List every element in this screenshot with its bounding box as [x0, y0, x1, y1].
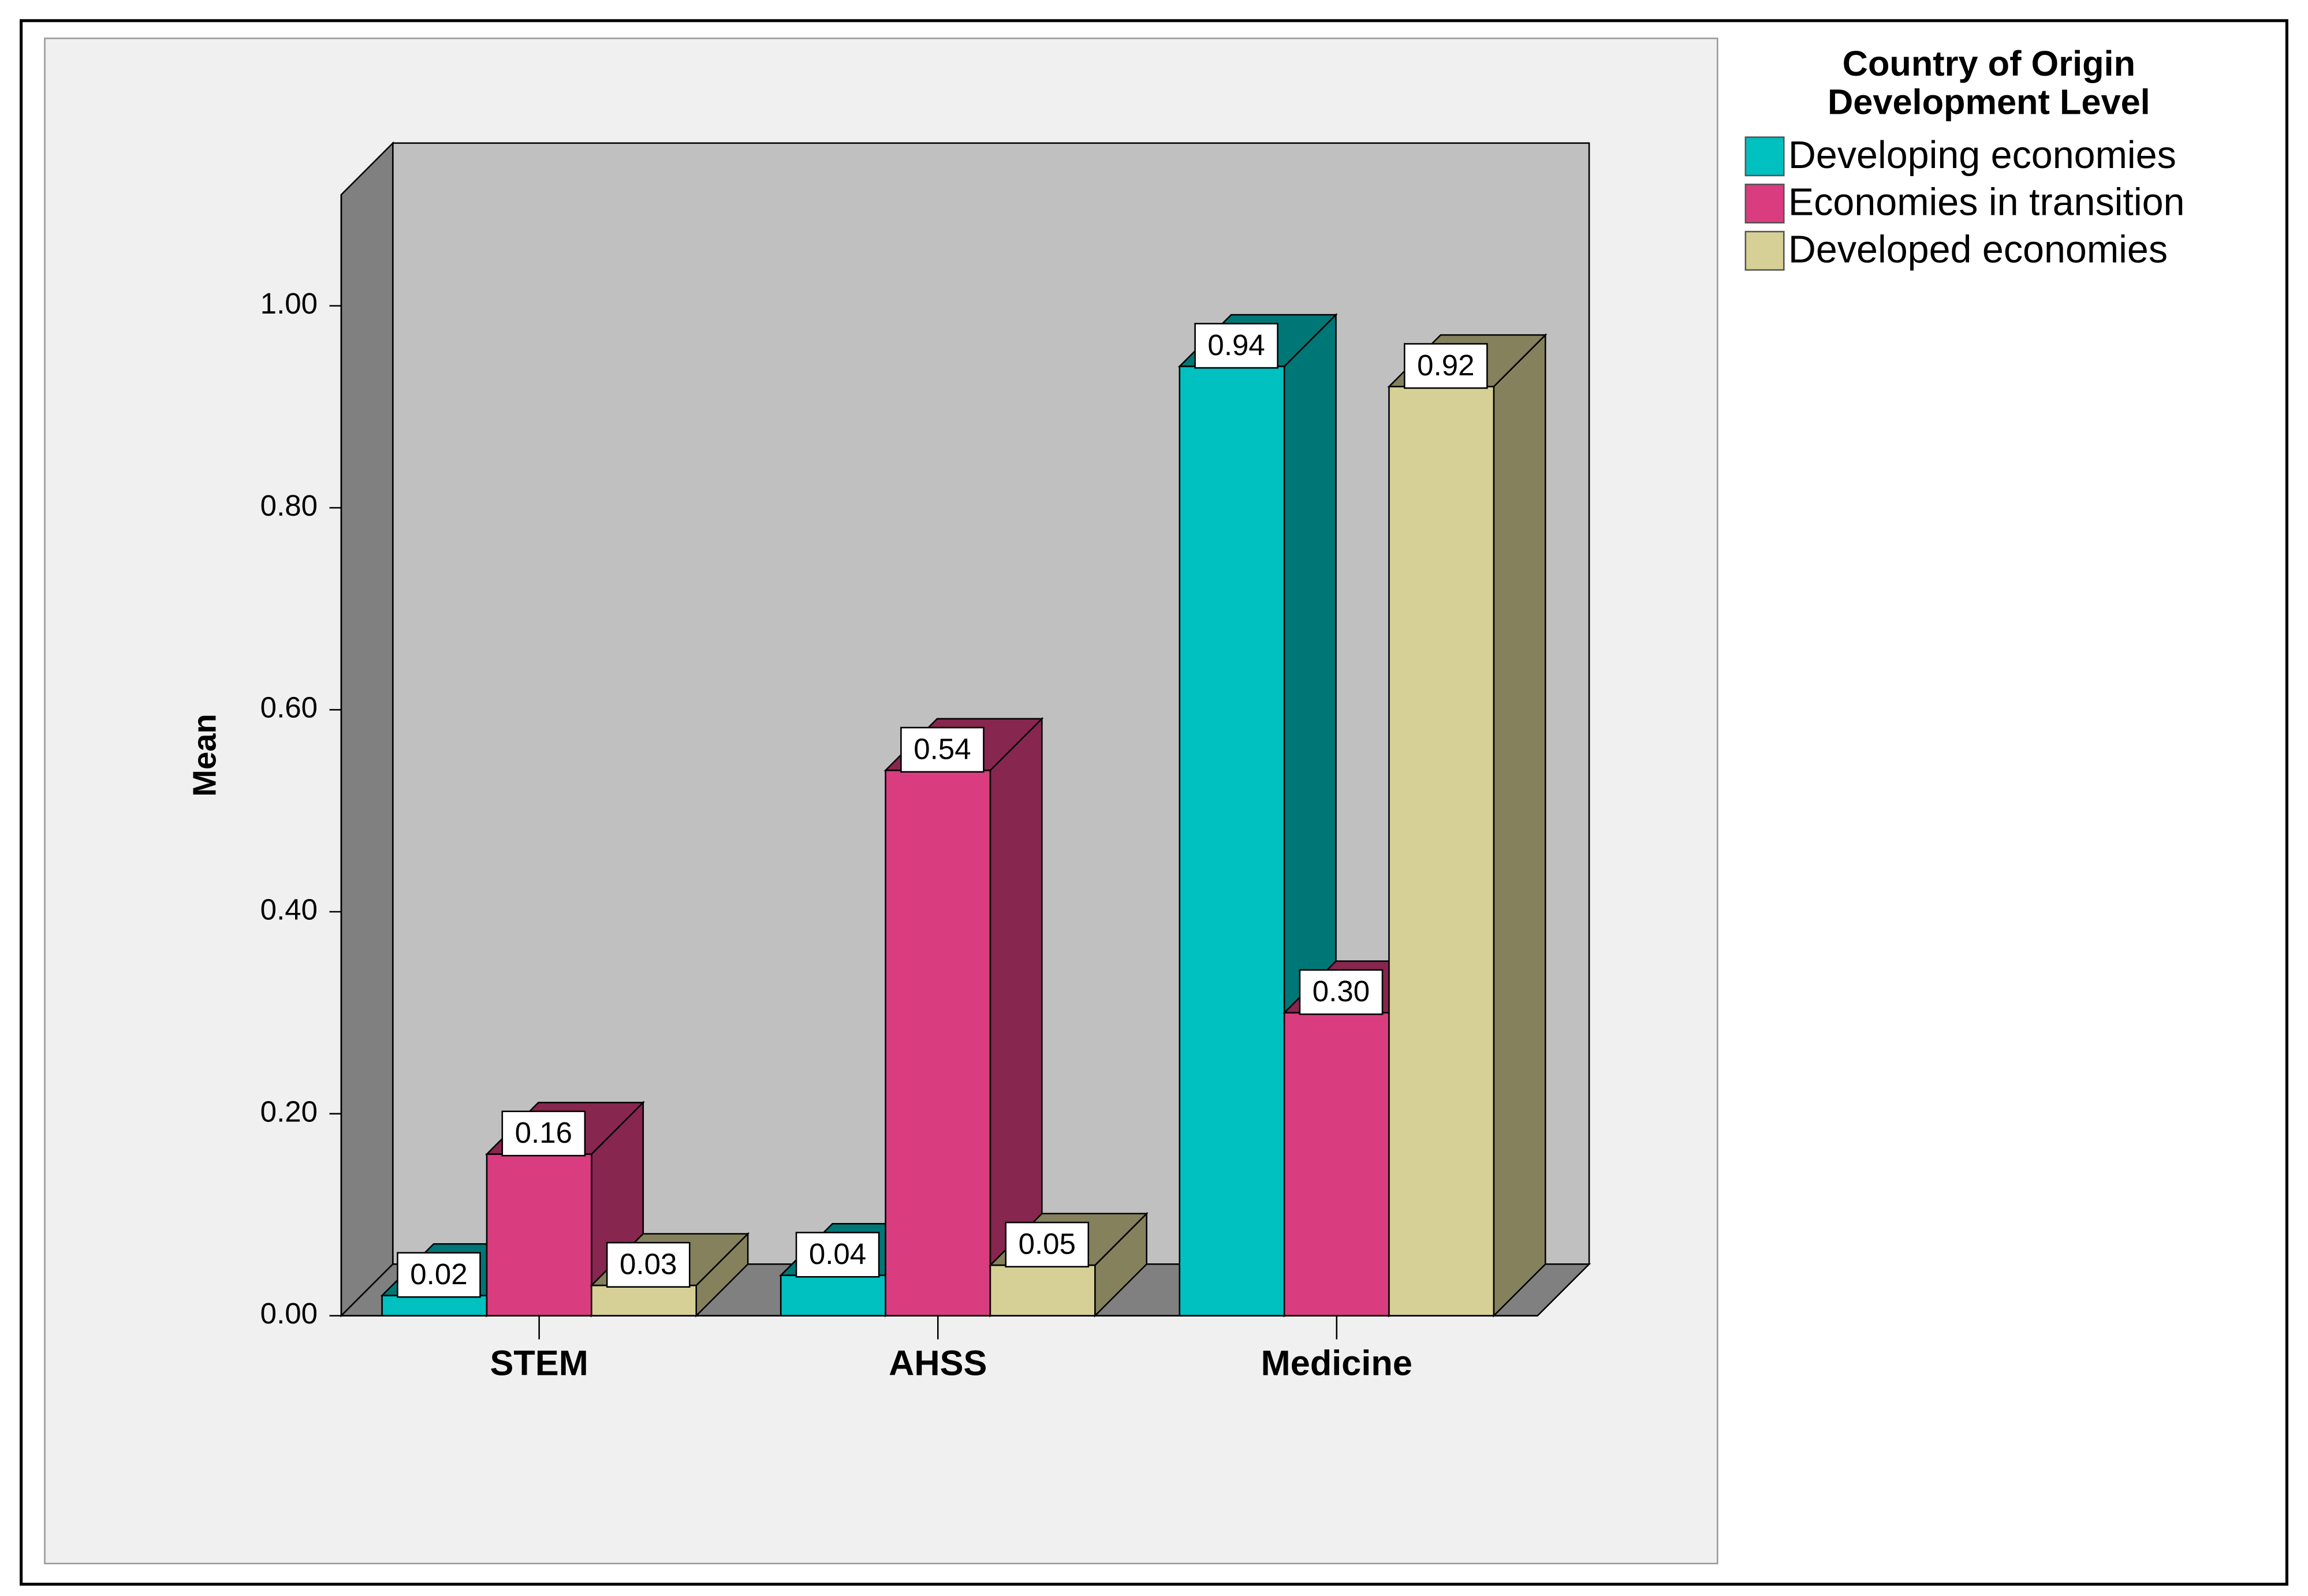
y-tick-label: 0.40: [260, 893, 318, 926]
legend-label: Developed economies: [1788, 228, 2168, 271]
bar-side: [1493, 333, 1546, 1318]
legend-swatch: [1744, 230, 1785, 271]
side-wall: [340, 141, 394, 1318]
x-tick-label: AHSS: [889, 1344, 987, 1383]
value-label-box: [1005, 1221, 1090, 1268]
value-label-box: [795, 1232, 880, 1278]
bar: [1388, 386, 1495, 1317]
value-label-box: [501, 1110, 586, 1157]
bar: [885, 769, 991, 1317]
y-tick-label: 1.00: [260, 287, 318, 320]
x-tick-label: STEM: [490, 1344, 588, 1383]
value-label: 0.94: [1207, 329, 1265, 361]
value-label-box: [1404, 343, 1488, 389]
value-label: 0.30: [1313, 975, 1370, 1008]
value-label: 0.02: [410, 1258, 467, 1291]
value-label-box: [397, 1252, 481, 1298]
y-tick-label: 0.20: [260, 1095, 318, 1128]
legend-title: Country of Origin: [1843, 44, 2135, 83]
legend-swatch: [1744, 136, 1785, 177]
x-tick-label: Medicine: [1261, 1344, 1412, 1383]
value-label: 0.16: [515, 1116, 572, 1149]
value-label: 0.03: [620, 1247, 677, 1280]
value-label-box: [606, 1241, 691, 1288]
value-label-box: [900, 726, 985, 773]
value-label: 0.54: [913, 732, 971, 765]
value-label-box: [1194, 323, 1278, 369]
value-label: 0.04: [809, 1237, 866, 1270]
legend-swatch: [1744, 184, 1785, 224]
bar: [591, 1284, 698, 1317]
legend-label: Economies in transition: [1788, 181, 2185, 224]
y-tick-label: 0.80: [260, 489, 318, 522]
bar: [780, 1274, 886, 1317]
y-tick-label: 0.00: [260, 1297, 318, 1330]
legend-title: Development Level: [1828, 83, 2150, 122]
y-axis-title: Mean: [186, 714, 222, 797]
value-label: 0.05: [1019, 1227, 1076, 1260]
value-label-box: [1299, 969, 1384, 1015]
bar: [1283, 1012, 1390, 1317]
y-tick-label: 0.60: [260, 691, 318, 724]
value-label: 0.92: [1417, 349, 1474, 382]
bar: [381, 1295, 488, 1317]
bar: [989, 1264, 1096, 1317]
bar: [1179, 366, 1285, 1317]
legend-label: Developing economies: [1788, 134, 2176, 177]
bar: [486, 1153, 592, 1317]
